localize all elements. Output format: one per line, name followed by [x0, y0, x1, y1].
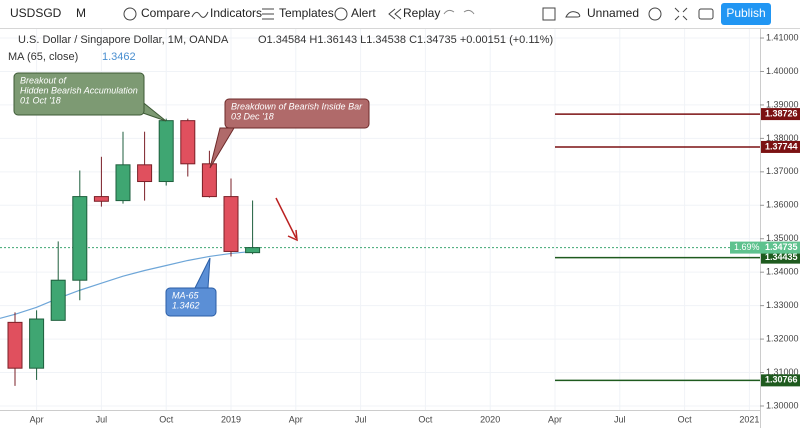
layout-name[interactable]: Unnamed — [587, 6, 639, 20]
symbol[interactable]: USDSGD — [10, 6, 62, 20]
x-tick-label: 2021 — [739, 414, 759, 424]
x-tick-label: Apr — [30, 414, 44, 424]
ma-line — [0, 250, 253, 319]
last-change: 1.69% — [734, 242, 760, 252]
level-label-bg — [761, 251, 800, 264]
x-tick-label: 2019 — [221, 414, 241, 424]
toolbar-bg — [0, 0, 800, 28]
callout — [224, 98, 370, 129]
compare[interactable]: Compare — [141, 6, 191, 20]
level-label: 1.30766 — [765, 375, 798, 385]
candle-body — [115, 164, 131, 202]
fullscreen-icon[interactable] — [674, 7, 688, 21]
x-tick-label: Jul — [96, 414, 108, 424]
x-tick-label: Oct — [418, 414, 433, 424]
y-tick-label: 1.33000 — [766, 300, 799, 310]
y-tick-label: 1.32000 — [766, 333, 799, 343]
level-label: 1.38726 — [765, 108, 798, 118]
candle-body — [245, 247, 261, 254]
y-tick-label: 1.37000 — [766, 166, 799, 176]
callout — [13, 72, 145, 116]
candle-body — [7, 321, 23, 369]
candle-body — [223, 196, 239, 252]
level-label-bg — [761, 108, 800, 121]
undo-redo[interactable] — [443, 9, 475, 15]
y-tick-label: 1.39000 — [766, 99, 799, 109]
checkbox[interactable] — [542, 7, 556, 21]
arrow — [275, 197, 298, 242]
callout-text: 03 Dec '18 — [231, 111, 274, 121]
publish-button[interactable] — [721, 3, 771, 25]
last-price-label: 1.34735 — [765, 242, 798, 252]
candle-body — [137, 164, 153, 183]
candle-body — [50, 279, 66, 321]
candle-body — [93, 196, 109, 202]
indicators[interactable]: Indicators — [210, 6, 262, 20]
callout-text: Breakdown of Bearish Inside Bar — [231, 101, 363, 111]
toolbar: USDSGD M Compare Indicators Templates Al… — [0, 0, 800, 29]
alert[interactable]: Alert — [351, 6, 376, 20]
level-label: 1.37744 — [765, 141, 798, 151]
y-tick-label: 1.36000 — [766, 200, 799, 210]
last-price-bg — [730, 241, 800, 254]
y-tick-label: 1.40000 — [766, 66, 799, 76]
templates-icon — [262, 8, 274, 20]
indicators-icon — [191, 11, 209, 18]
x-tick-label: Jul — [614, 414, 626, 424]
y-tick-label: 1.30000 — [766, 400, 799, 410]
x-tick-label: Oct — [678, 414, 693, 424]
legend-ohlc: O1.34584 H1.36143 L1.34538 C1.34735 +0.0… — [258, 34, 553, 46]
callout-text: 01 Oct '18 — [20, 95, 61, 105]
callout-text: Breakout of — [20, 75, 68, 85]
snapshot-icon[interactable] — [698, 8, 714, 20]
y-tick-label: 1.41000 — [766, 32, 799, 42]
y-tick-label: 1.38000 — [766, 133, 799, 143]
compare-icon — [123, 7, 137, 21]
interval[interactable]: M — [76, 6, 86, 20]
callout — [165, 287, 217, 317]
cloud-icon — [565, 11, 581, 18]
replay-icon — [388, 8, 402, 20]
plot: 1.30000 1.31000 1.32000 1.33000 1.34000 1.350… — [0, 29, 800, 424]
publish-label: Publish — [726, 6, 765, 20]
x-tick-label: Jul — [355, 414, 367, 424]
ma-legend-value: 1.3462 — [102, 51, 136, 63]
candle-body — [158, 120, 174, 183]
templates[interactable]: Templates — [279, 6, 334, 20]
legend-title: U.S. Dollar / Singapore Dollar, 1M, OAND… — [18, 34, 229, 46]
x-tick-label: 2020 — [480, 414, 500, 424]
candle-body — [72, 196, 88, 281]
x-tick-label: Oct — [159, 414, 174, 424]
settings-icon[interactable] — [648, 7, 662, 21]
callout-text: MA-65 — [172, 290, 200, 300]
replay[interactable]: Replay — [403, 6, 440, 20]
y-tick-label: 1.34000 — [766, 267, 799, 277]
candle-body — [29, 318, 45, 369]
x-tick-label: Apr — [548, 414, 562, 424]
y-tick-label: 1.31000 — [766, 367, 799, 377]
callout-text: Hidden Bearish Accumulation — [20, 85, 138, 95]
candle-body — [180, 120, 196, 165]
y-tick-label: 1.35000 — [766, 233, 799, 243]
level-label-bg — [761, 374, 800, 387]
callout-text: 1.3462 — [172, 300, 200, 310]
alert-icon — [334, 7, 348, 21]
candle-body — [201, 163, 217, 198]
level-label: 1.34435 — [765, 252, 798, 262]
x-tick-label: Apr — [289, 414, 303, 424]
ma-legend-name: MA (65, close) — [8, 51, 78, 63]
level-label-bg — [761, 140, 800, 153]
